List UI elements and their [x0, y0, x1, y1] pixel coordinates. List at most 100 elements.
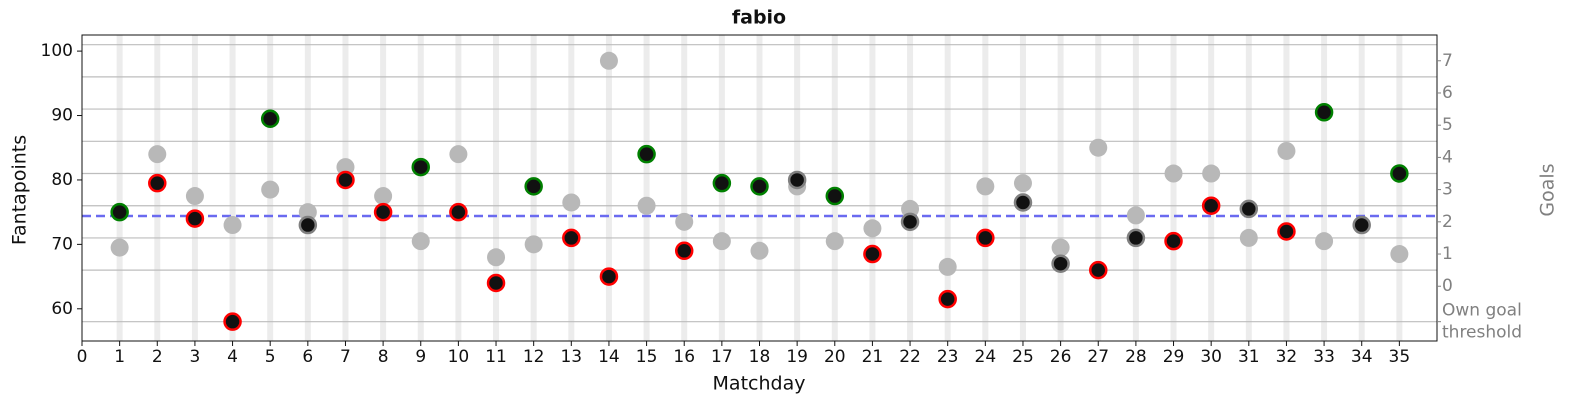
- score-point: [411, 157, 430, 177]
- opponent-point: [110, 238, 129, 257]
- score-point: [1352, 215, 1371, 235]
- y-tick-label: 100: [41, 41, 73, 61]
- matchday-band: [907, 35, 914, 341]
- score-point: [562, 228, 581, 248]
- opponent-point: [298, 203, 317, 222]
- score-point: [863, 244, 882, 264]
- opponent-point: [1239, 228, 1258, 247]
- x-tick-label: 1: [114, 347, 125, 367]
- x-tick-label: 2: [152, 347, 163, 367]
- y-tick-label: 70: [51, 234, 73, 254]
- x-tick-label: 34: [1351, 347, 1373, 367]
- opponent-point: [336, 158, 355, 177]
- opponent-point: [223, 216, 242, 235]
- chart-title: fabio: [732, 7, 786, 29]
- x-tick-label: 4: [227, 347, 238, 367]
- score-point: [298, 215, 318, 235]
- opponent-point: [637, 196, 656, 215]
- opponent-point: [750, 241, 769, 260]
- score-point: [1390, 164, 1409, 183]
- score-point: [1314, 103, 1334, 122]
- score-point: [223, 312, 242, 331]
- x-tick-label: 24: [975, 347, 997, 367]
- y-axis-label: Fantapoints: [9, 135, 31, 245]
- opponent-point: [374, 187, 393, 206]
- matchday-band: [493, 35, 500, 341]
- matchday-band: [304, 35, 311, 341]
- opponent-point: [599, 51, 618, 70]
- y2-tick-label: 5: [1442, 115, 1453, 135]
- opponent-point: [449, 145, 468, 164]
- opponent-point: [675, 212, 694, 231]
- x-tick-label: 18: [749, 347, 771, 367]
- score-point: [185, 209, 205, 228]
- matchday-band: [1132, 35, 1139, 341]
- matchday-band: [643, 35, 650, 341]
- matchday-band: [1396, 35, 1403, 341]
- x-tick-label: 26: [1050, 347, 1072, 367]
- opponent-point: [938, 257, 957, 276]
- opponent-point: [1126, 206, 1145, 225]
- opponent-point: [1051, 238, 1070, 257]
- opponent-point: [1390, 245, 1409, 264]
- matchday-band: [568, 35, 575, 341]
- score-point: [1013, 193, 1033, 212]
- x-tick-label: 19: [786, 347, 808, 367]
- score-point: [787, 170, 807, 190]
- opponent-point: [863, 219, 882, 238]
- y2-tick-label: 7: [1442, 51, 1453, 71]
- score-point: [524, 177, 543, 196]
- opponent-point: [148, 145, 167, 164]
- opponent-point: [1315, 232, 1334, 251]
- opponent-point: [825, 232, 844, 251]
- score-point: [1277, 222, 1296, 241]
- y-tick-label: 80: [51, 170, 73, 190]
- y2-tick-label: 1: [1442, 244, 1453, 264]
- x-tick-label: 7: [340, 347, 351, 367]
- y2-tick-label: 3: [1442, 180, 1453, 200]
- y2-tick-label-line: threshold: [1442, 323, 1522, 343]
- x-tick-label: 0: [77, 347, 88, 367]
- score-point: [1164, 231, 1183, 251]
- opponent-point: [1089, 138, 1108, 157]
- score-point: [938, 289, 957, 309]
- x-tick-label: 3: [190, 347, 201, 367]
- x-tick-label: 15: [636, 347, 658, 367]
- matchday-band: [1358, 35, 1365, 341]
- matchday-band: [417, 35, 424, 341]
- matchday-band: [1321, 35, 1328, 341]
- score-point: [148, 173, 167, 193]
- x-tick-label: 25: [1012, 347, 1034, 367]
- matchday-band: [1095, 35, 1102, 341]
- matchday-band: [229, 35, 236, 341]
- x-tick-label: 16: [673, 347, 695, 367]
- opponent-point: [411, 232, 430, 251]
- matchday-band: [455, 35, 462, 341]
- y2-tick-label: 2: [1442, 212, 1453, 232]
- matchday-band: [1208, 35, 1215, 341]
- opponent-point: [487, 248, 506, 267]
- x-tick-label: 9: [415, 347, 426, 367]
- matchday-band: [1170, 35, 1177, 341]
- y2-axis-label: Goals: [1537, 163, 1559, 216]
- score-point: [486, 273, 506, 293]
- opponent-point: [901, 199, 920, 218]
- x-tick-label: 35: [1389, 347, 1411, 367]
- score-point: [599, 267, 619, 286]
- y-tick-label: 60: [51, 299, 73, 319]
- y-tick-label: 90: [51, 106, 73, 126]
- x-tick-label: 31: [1238, 347, 1260, 367]
- score-point: [110, 202, 129, 222]
- score-point: [712, 173, 732, 193]
- matchday-band: [869, 35, 876, 341]
- matchday-band: [1283, 35, 1290, 341]
- matchday-band: [944, 35, 951, 341]
- score-point: [1126, 228, 1146, 248]
- score-point: [260, 109, 280, 128]
- opponent-point: [1202, 164, 1221, 183]
- score-point: [900, 212, 920, 232]
- score-point: [750, 177, 769, 196]
- x-tick-label: 5: [265, 347, 276, 367]
- score-point: [1201, 196, 1221, 215]
- opponent-point: [976, 177, 995, 196]
